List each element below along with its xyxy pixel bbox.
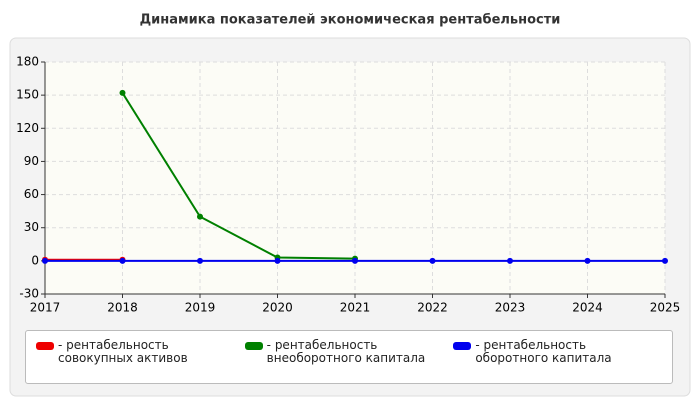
legend-swatch bbox=[453, 342, 472, 350]
x-tick-label: 2021 bbox=[340, 301, 371, 315]
legend-item: - рентабельность совокупных активов bbox=[36, 339, 245, 375]
y-tick-label: 180 bbox=[16, 55, 39, 69]
x-tick-label: 2023 bbox=[495, 301, 526, 315]
y-tick-label: -30 bbox=[19, 287, 39, 301]
point bbox=[662, 257, 668, 264]
series-line bbox=[121, 92, 356, 260]
point bbox=[197, 257, 203, 264]
x-tick-label: 2019 bbox=[185, 301, 216, 315]
legend-swatch bbox=[244, 342, 263, 350]
point bbox=[584, 257, 591, 264]
point bbox=[119, 89, 126, 96]
legend-item: - рентабельность внеоборотного капитала bbox=[244, 338, 454, 375]
legend-item: - рентабельность оборотного капитала bbox=[453, 339, 662, 375]
y-tick-label: 120 bbox=[16, 121, 39, 135]
legend: - рентабельность совокупных активов - рен… bbox=[25, 330, 673, 384]
legend-swatch bbox=[36, 342, 54, 350]
y-tick-label: 60 bbox=[24, 187, 39, 201]
x-tick-label: 2018 bbox=[107, 301, 138, 315]
legend-label: - рентабельность совокупных активов bbox=[58, 338, 188, 365]
point bbox=[119, 257, 126, 264]
y-tick-label: 30 bbox=[24, 220, 39, 234]
point bbox=[352, 257, 358, 264]
x-tick-label: 2025 bbox=[650, 301, 681, 315]
point bbox=[42, 257, 48, 264]
x-tick-label: 2020 bbox=[262, 301, 293, 315]
chart-title: Динамика показателей экономическая рента… bbox=[140, 13, 561, 28]
point bbox=[274, 257, 281, 264]
x-tick-label: 2022 bbox=[417, 301, 448, 315]
x-tick-label: 2024 bbox=[572, 301, 603, 315]
legend-label: - рентабельность оборотного капитала bbox=[475, 338, 612, 365]
y-tick-label: 90 bbox=[24, 154, 39, 168]
y-tick-label: 150 bbox=[16, 88, 39, 102]
point bbox=[197, 213, 203, 220]
legend-label: - рентабельность внеоборотного капитала bbox=[266, 338, 426, 365]
x-tick-label: 2017 bbox=[30, 301, 61, 315]
point bbox=[507, 257, 513, 264]
point bbox=[429, 257, 436, 264]
y-tick-label: 0 bbox=[31, 253, 39, 267]
